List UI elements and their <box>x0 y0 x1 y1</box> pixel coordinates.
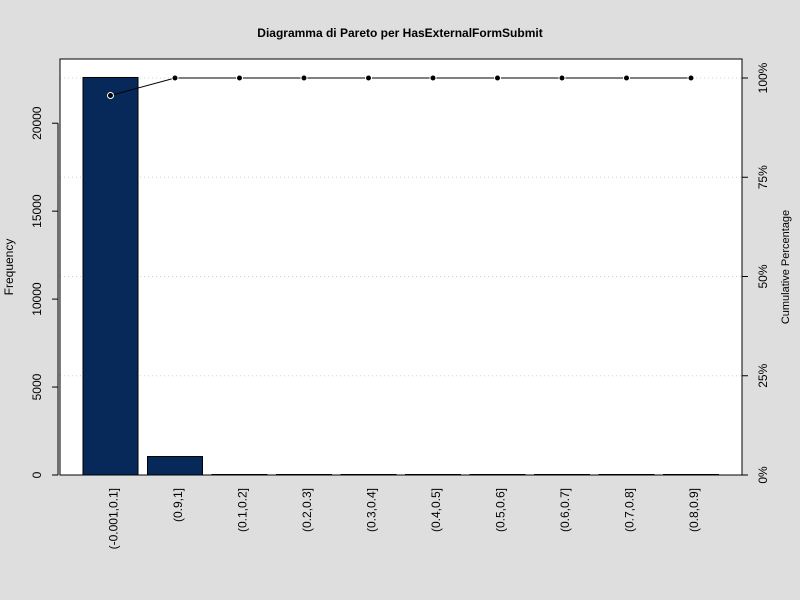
cumulative-point <box>558 74 566 82</box>
x-axis: (-0.001,0.1] (0.9,1] (0.1,0.2] (0.2,0.3] (0.… <box>107 488 702 549</box>
bar <box>82 76 139 476</box>
x-tick-label: (0.3,0.4] <box>365 488 379 532</box>
y-tick-label: 5000 <box>30 373 44 400</box>
x-tick-label: (0.8,0.9] <box>687 488 701 532</box>
y-tick-label: 10000 <box>30 282 44 316</box>
cumulative-point <box>171 74 179 82</box>
y-tick-label: 15000 <box>30 194 44 228</box>
y2-tick-label: 0% <box>756 466 770 484</box>
cumulative-point <box>429 74 437 82</box>
y2-tick-label: 25% <box>756 363 770 387</box>
y2-tick-label: 100% <box>756 62 770 93</box>
cumulative-point <box>623 74 630 82</box>
x-tick-label: (0.5,0.6] <box>494 488 508 532</box>
bar <box>147 456 203 476</box>
x-tick-label: (0.9,1] <box>171 488 185 522</box>
y2-tick-label: 75% <box>756 165 770 189</box>
cumulative-line <box>107 74 695 99</box>
y-axis-left: 0 5000 10000 15000 20000 <box>30 106 59 478</box>
cumulative-point <box>107 91 114 99</box>
x-tick-label: (0.4,0.5] <box>429 488 443 532</box>
y2-tick-label: 50% <box>756 264 770 288</box>
cumulative-point <box>300 74 308 82</box>
x-tick-label: (0.2,0.3] <box>300 488 314 532</box>
cumulative-point <box>687 74 695 82</box>
y-axis-right: 0% 25% 50% 75% 100% <box>741 62 770 484</box>
x-tick-label: (0.6,0.7] <box>558 488 572 532</box>
cumulative-point <box>365 74 372 82</box>
cumulative-point <box>494 74 501 82</box>
y2-axis-title: Cumulative Percentage <box>780 210 792 324</box>
x-tick-label: (0.1,0.2] <box>236 488 250 532</box>
x-tick-label: (-0.001,0.1] <box>107 488 121 549</box>
y-tick-label: 0 <box>30 471 44 478</box>
cumulative-point <box>236 74 243 82</box>
y-axis-title: Frequency <box>2 239 16 296</box>
plot-area <box>60 59 742 475</box>
x-tick-label: (0.7,0.8] <box>623 488 637 532</box>
chart-title: Diagramma di Pareto per HasExternalFormS… <box>257 26 542 40</box>
y-tick-label: 20000 <box>30 106 44 140</box>
cumulative-polyline <box>110 77 691 96</box>
